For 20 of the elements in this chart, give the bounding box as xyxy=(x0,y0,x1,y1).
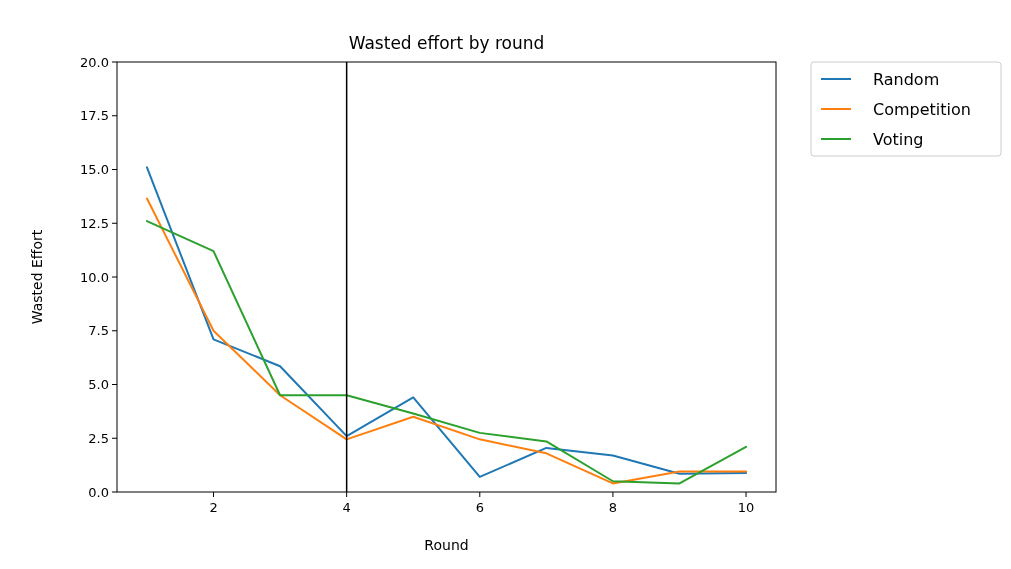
legend-label: Competition xyxy=(873,99,971,119)
chart-title: Wasted effort by round xyxy=(348,33,545,53)
y-tick-label: 0.0 xyxy=(88,484,109,500)
y-axis-title: Wasted Effort xyxy=(29,229,45,325)
y-tick-label: 5.0 xyxy=(88,377,109,393)
x-tick-label: 8 xyxy=(608,500,618,515)
y-tick-label: 12.5 xyxy=(80,215,109,231)
y-tick-label: 17.5 xyxy=(80,108,109,124)
x-tick-label: 4 xyxy=(342,500,351,515)
y-tick-label: 15.0 xyxy=(80,162,109,178)
y-tick-label: 20.0 xyxy=(80,54,109,70)
y-tick-label: 2.5 xyxy=(88,430,109,446)
y-tick-label: 7.5 xyxy=(88,323,109,339)
x-axis-title: Round xyxy=(424,537,469,553)
x-tick-label: 2 xyxy=(209,500,218,515)
y-tick-label: 10.0 xyxy=(80,269,109,285)
x-tick-label: 6 xyxy=(475,500,484,515)
legend-label: Voting xyxy=(873,129,924,149)
legend-label: Random xyxy=(873,69,940,89)
x-tick-label: 10 xyxy=(737,500,755,515)
